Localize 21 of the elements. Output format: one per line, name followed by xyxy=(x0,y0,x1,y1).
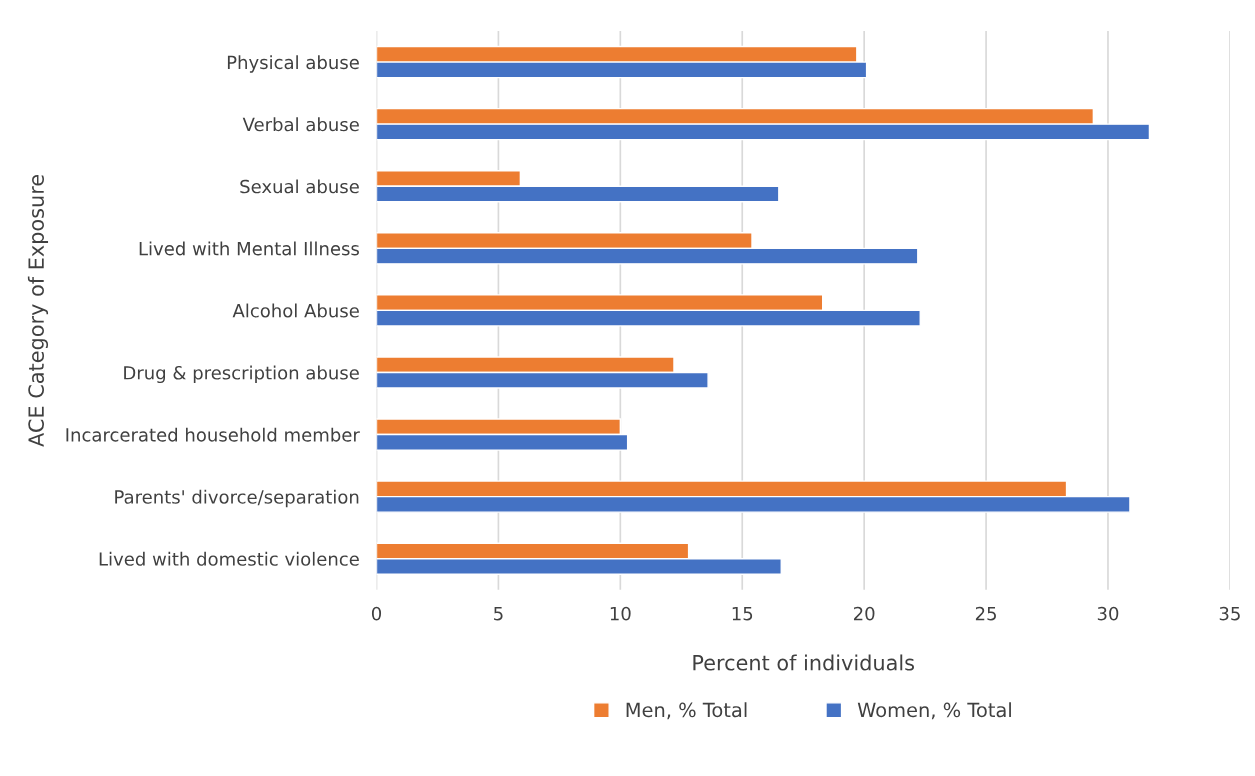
y-tick-label: Physical abuse xyxy=(227,55,359,73)
legend-label: Women, % Total xyxy=(857,702,1011,720)
x-tick-label: 30 xyxy=(1097,606,1119,621)
y-tick-label: Verbal abuse xyxy=(242,117,359,132)
x-tick-label: 25 xyxy=(975,606,996,621)
x-tick-label: 15 xyxy=(732,606,753,621)
x-tick-label: 0 xyxy=(371,606,382,621)
y-tick-label: Incarcerated household member xyxy=(66,427,360,442)
y-tick-label: Lived with Mental Illness xyxy=(139,241,359,256)
x-tick-label: 5 xyxy=(494,606,503,621)
x-tick-label: 20 xyxy=(853,606,875,621)
y-axis-title: ACE Category of Exposure xyxy=(27,174,49,447)
y-tick-label: Alcohol Abuse xyxy=(232,303,359,318)
legend-label: Men, % Total xyxy=(626,702,747,720)
x-axis-title: Percent of individuals xyxy=(693,654,915,671)
y-tick-label: Sexual abuse xyxy=(240,179,359,194)
y-tick-label: Drug & prescription abuse xyxy=(124,365,359,384)
y-tick-label: Parents' divorce/separation xyxy=(115,489,359,508)
y-tick-label: Lived with domestic violence xyxy=(99,551,359,566)
x-tick-label: 10 xyxy=(610,606,631,621)
x-tick-label: 35 xyxy=(1219,606,1240,621)
